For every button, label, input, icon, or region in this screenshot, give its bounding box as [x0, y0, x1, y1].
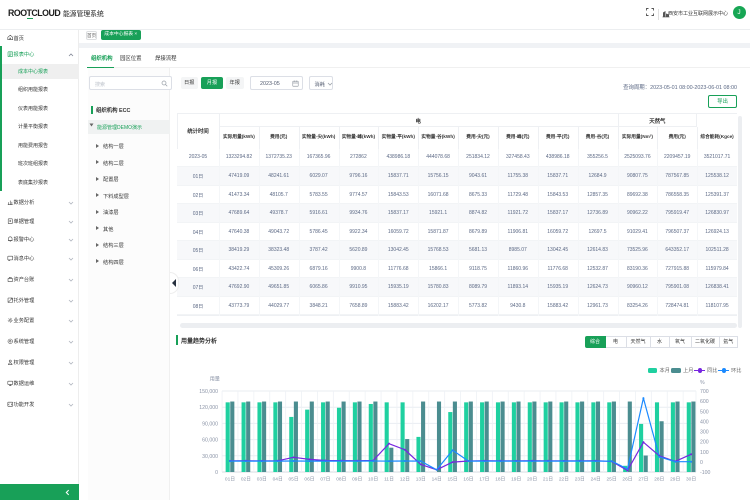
svg-text:18日: 18日 — [495, 477, 505, 483]
svg-text:26日: 26日 — [622, 477, 632, 483]
svg-text:13日: 13日 — [416, 477, 426, 483]
svg-text:07日: 07日 — [320, 477, 330, 483]
svg-text:90,000: 90,000 — [202, 421, 218, 427]
svg-text:15日: 15日 — [448, 477, 458, 483]
svg-text:20日: 20日 — [527, 477, 537, 483]
svg-text:0: 0 — [700, 460, 703, 466]
svg-text:用量: 用量 — [210, 376, 220, 383]
svg-text:03日: 03日 — [257, 477, 267, 483]
svg-text:60,000: 60,000 — [202, 438, 218, 444]
svg-text:14日: 14日 — [432, 477, 442, 483]
svg-text:09日: 09日 — [352, 477, 362, 483]
svg-text:%: % — [700, 380, 705, 386]
svg-text:22日: 22日 — [559, 477, 569, 483]
svg-text:05日: 05日 — [289, 477, 299, 483]
svg-text:600: 600 — [700, 399, 709, 405]
svg-text:300: 300 — [700, 430, 709, 436]
svg-text:01日: 01日 — [225, 477, 235, 483]
svg-text:16日: 16日 — [463, 477, 473, 483]
svg-text:27日: 27日 — [638, 477, 648, 483]
svg-text:150,000: 150,000 — [199, 389, 218, 395]
svg-text:10日: 10日 — [368, 477, 378, 483]
svg-text:500: 500 — [700, 409, 709, 415]
svg-text:700: 700 — [700, 389, 709, 395]
svg-text:100: 100 — [700, 450, 709, 456]
svg-text:11日: 11日 — [384, 477, 394, 483]
svg-text:02日: 02日 — [241, 477, 251, 483]
svg-text:200: 200 — [700, 440, 709, 446]
svg-text:30,000: 30,000 — [202, 454, 218, 460]
svg-text:120,000: 120,000 — [199, 405, 218, 411]
svg-text:29日: 29日 — [670, 477, 680, 483]
svg-text:24日: 24日 — [591, 477, 601, 483]
svg-text:04日: 04日 — [273, 477, 283, 483]
svg-text:23日: 23日 — [575, 477, 585, 483]
svg-text:25日: 25日 — [607, 477, 617, 483]
svg-text:08日: 08日 — [336, 477, 346, 483]
svg-text:400: 400 — [700, 419, 709, 425]
svg-text:21日: 21日 — [543, 477, 553, 483]
svg-text:06日: 06日 — [304, 477, 314, 483]
svg-text:19日: 19日 — [511, 477, 521, 483]
svg-text:30日: 30日 — [686, 477, 696, 483]
svg-text:0: 0 — [215, 470, 218, 476]
svg-text:-100: -100 — [700, 470, 710, 476]
svg-text:12日: 12日 — [400, 477, 410, 483]
svg-text:28日: 28日 — [654, 477, 664, 483]
svg-text:17日: 17日 — [479, 477, 489, 483]
